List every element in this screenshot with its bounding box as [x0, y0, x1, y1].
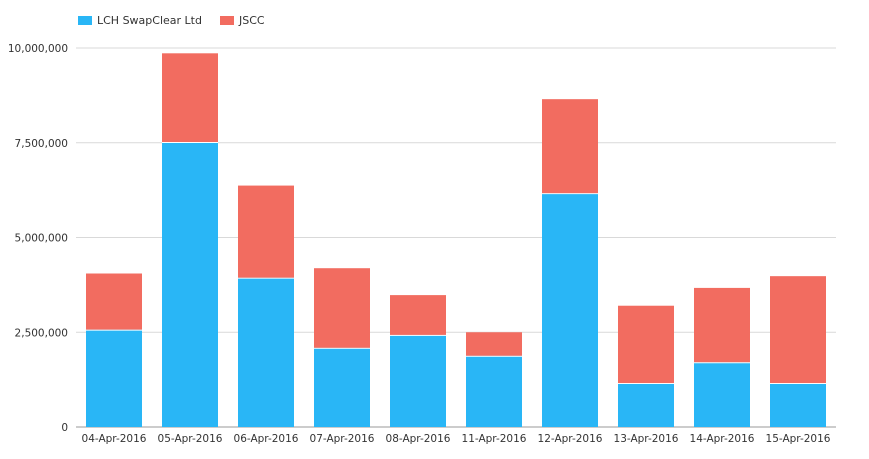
bar-lch-swapclear: [542, 193, 598, 427]
bar-jscc: [466, 332, 522, 356]
bar-lch-swapclear: [162, 141, 218, 427]
y-tick-label: 0: [61, 422, 68, 434]
bar-lch-swapclear: [466, 355, 522, 427]
x-tick-label: 05-Apr-2016: [158, 433, 223, 445]
bar-lch-swapclear: [618, 383, 674, 427]
bar-lch-swapclear: [314, 347, 370, 427]
bar-jscc: [86, 273, 142, 330]
bar-lch-swapclear: [86, 329, 142, 427]
x-tick-label: 06-Apr-2016: [234, 433, 299, 445]
bar-jscc: [238, 185, 294, 278]
legend-label-jscc: JSCC: [238, 14, 265, 27]
chart-legend: LCH SwapClear Ltd JSCC: [78, 14, 283, 27]
x-tick-label: 08-Apr-2016: [386, 433, 451, 445]
bar-jscc: [390, 295, 446, 335]
legend-item-jscc[interactable]: JSCC: [219, 14, 265, 27]
bar-lch-swapclear: [694, 362, 750, 427]
x-tick-label: 07-Apr-2016: [310, 433, 375, 445]
bar-jscc: [314, 268, 370, 348]
x-tick-label: 12-Apr-2016: [538, 433, 603, 445]
y-tick-label: 5,000,000: [15, 233, 68, 245]
legend-item-lch[interactable]: LCH SwapClear Ltd: [78, 14, 202, 27]
y-tick-label: 7,500,000: [15, 138, 68, 150]
bar-jscc: [618, 305, 674, 384]
bar-jscc: [694, 287, 750, 363]
legend-label-lch: LCH SwapClear Ltd: [97, 14, 202, 27]
bar-jscc: [770, 276, 826, 384]
x-tick-label: 04-Apr-2016: [82, 433, 147, 445]
bar-jscc: [162, 53, 218, 142]
bar-lch-swapclear: [390, 334, 446, 427]
legend-swatch-lch: [78, 16, 92, 25]
x-tick-label: 15-Apr-2016: [766, 433, 831, 445]
x-tick-label: 11-Apr-2016: [462, 433, 527, 445]
y-tick-label: 2,500,000: [15, 327, 68, 339]
legend-swatch-jscc: [219, 16, 234, 25]
x-tick-label: 13-Apr-2016: [614, 433, 679, 445]
bar-jscc: [542, 99, 598, 194]
y-tick-label: 10,000,000: [8, 43, 68, 55]
bar-lch-swapclear: [770, 383, 826, 427]
x-tick-label: 14-Apr-2016: [690, 433, 755, 445]
bar-lch-swapclear: [238, 277, 294, 427]
